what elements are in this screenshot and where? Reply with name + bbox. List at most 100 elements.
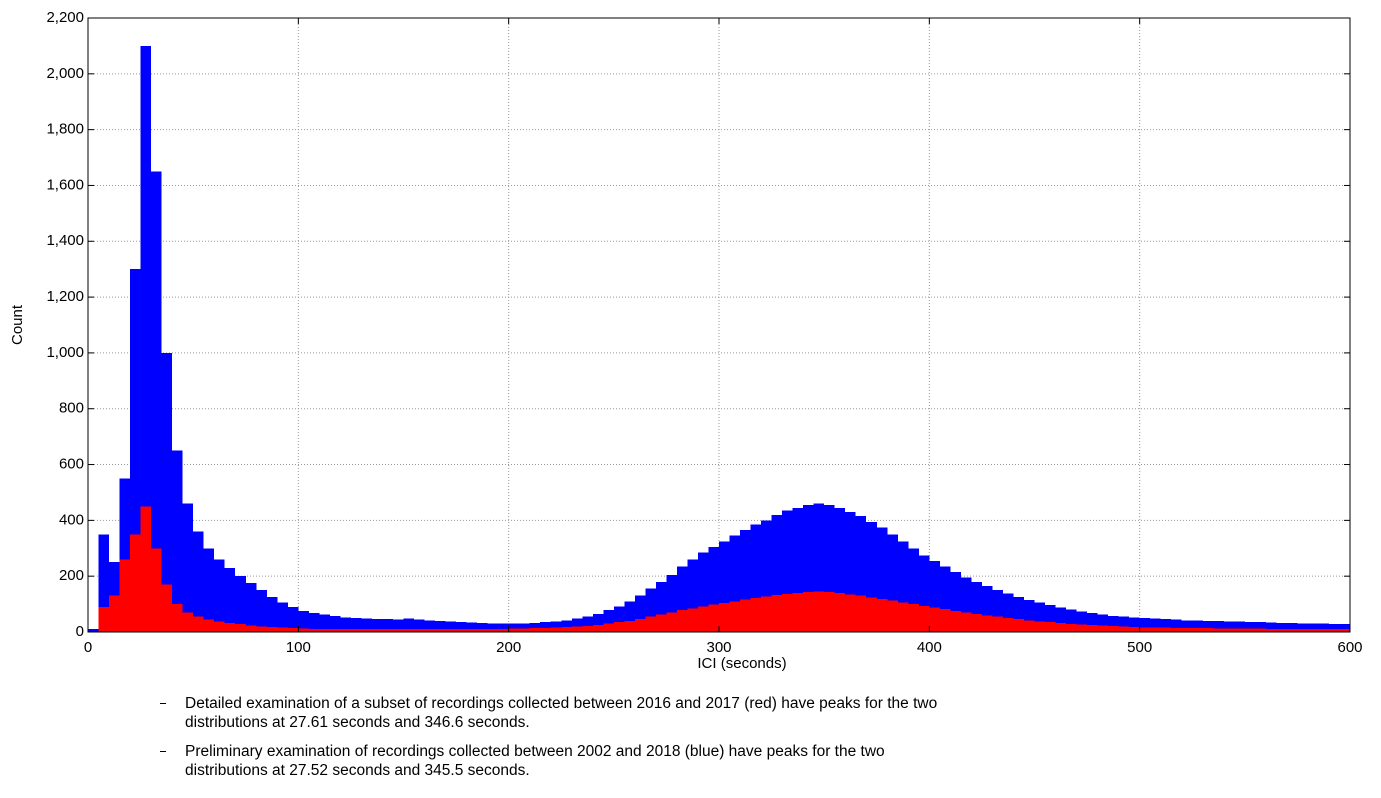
histogram-bar — [319, 614, 330, 632]
histogram-bar — [1223, 628, 1235, 632]
histogram-bar — [329, 629, 341, 632]
histogram-bar — [1002, 618, 1014, 632]
histogram-bar — [498, 623, 509, 632]
histogram-bar — [1023, 599, 1035, 632]
histogram-bar — [571, 618, 583, 632]
histogram-bar — [193, 531, 204, 632]
histogram-bar — [1307, 623, 1319, 632]
histogram-bar — [824, 505, 835, 632]
histogram-bar — [172, 604, 183, 632]
histogram-bar — [697, 606, 709, 632]
y-tick-label: 800 — [59, 400, 84, 417]
histogram-bar — [771, 594, 783, 632]
histogram-bar — [1013, 619, 1024, 632]
histogram-bar — [98, 534, 110, 632]
bullet — [160, 703, 166, 704]
histogram-bar — [1286, 623, 1298, 632]
histogram-bar — [813, 591, 825, 632]
histogram-bar — [245, 625, 257, 632]
histogram-bar — [414, 619, 425, 632]
histogram-bar — [319, 629, 330, 632]
histogram-bar — [1108, 626, 1119, 632]
histogram-bar — [235, 624, 246, 632]
histogram-bar — [634, 595, 646, 632]
histogram-bar — [624, 601, 635, 632]
histogram-bar — [435, 620, 446, 632]
histogram-bar — [939, 566, 951, 632]
histogram-bar — [729, 601, 741, 632]
histogram-bar — [540, 627, 551, 632]
histogram-bar — [1202, 628, 1214, 632]
histogram-bar — [1297, 623, 1308, 632]
histogram-bar — [876, 599, 888, 632]
histogram-bar — [287, 628, 299, 632]
histogram-bar — [761, 596, 772, 632]
histogram-bar — [1265, 628, 1277, 632]
histogram-bar — [550, 621, 562, 632]
histogram-bar — [382, 629, 393, 632]
histogram-bar — [666, 574, 677, 632]
histogram-bar — [582, 625, 593, 632]
histogram-bar — [1255, 622, 1266, 632]
histogram-bar — [435, 629, 446, 632]
histogram-bar — [1045, 622, 1056, 632]
histogram-bar — [487, 623, 499, 632]
histogram-bar — [487, 629, 499, 632]
y-tick-label: 400 — [59, 511, 84, 528]
histogram-bar — [266, 597, 278, 632]
x-tick-label: 300 — [706, 639, 731, 656]
histogram-bar — [1265, 622, 1277, 632]
histogram-bar — [719, 541, 730, 632]
histogram-bar — [1192, 628, 1203, 632]
histogram-bar — [971, 613, 982, 632]
histogram-bar — [456, 629, 467, 632]
histogram-bar — [1171, 627, 1182, 632]
histogram-bar — [256, 626, 267, 632]
histogram-bar — [235, 576, 246, 632]
histogram-bar — [571, 626, 583, 632]
histogram-bar — [634, 618, 646, 632]
histogram-bar — [845, 511, 856, 632]
histogram-bar — [687, 559, 698, 632]
histogram-bar — [782, 510, 793, 632]
histogram-bar — [939, 609, 951, 632]
histogram-bar — [182, 612, 194, 632]
histogram-bar — [119, 478, 131, 632]
histogram-bar — [866, 597, 877, 632]
histogram-bar — [834, 507, 846, 632]
histogram-bar — [298, 611, 309, 632]
histogram-bar — [224, 567, 236, 632]
histogram-bar — [1339, 629, 1350, 632]
histogram-bar — [140, 506, 152, 632]
histogram-bar — [414, 629, 425, 632]
histogram-bar — [466, 629, 478, 632]
histogram-bar — [287, 606, 299, 632]
histogram-bar — [529, 628, 541, 632]
x-tick-label: 600 — [1337, 639, 1362, 656]
histogram-bar — [750, 597, 762, 632]
histogram-bar — [1286, 628, 1298, 632]
histogram-bar — [1328, 623, 1340, 632]
histogram-bar — [1276, 628, 1287, 632]
histogram-bar — [992, 616, 1003, 632]
x-axis-label: ICI (seconds) — [697, 655, 786, 672]
histogram-bar — [392, 619, 404, 632]
histogram-bar — [1276, 622, 1287, 632]
histogram-bar — [361, 629, 372, 632]
histogram-bar — [403, 618, 415, 632]
histogram-bar — [855, 516, 867, 632]
histogram-bar — [1318, 629, 1329, 632]
y-tick-label: 200 — [59, 567, 84, 584]
histogram-bar — [866, 521, 877, 632]
histogram-bar — [1034, 621, 1046, 632]
histogram-bar — [392, 629, 404, 632]
histogram-bar — [224, 623, 236, 632]
histogram-bar — [119, 559, 131, 632]
histogram-bar — [1160, 627, 1172, 632]
histogram-bar — [981, 585, 993, 632]
histogram-bar — [340, 629, 351, 632]
histogram-bar — [130, 534, 141, 632]
histogram-bar — [561, 620, 572, 632]
histogram-bar — [887, 534, 898, 632]
histogram-bar — [740, 599, 751, 632]
